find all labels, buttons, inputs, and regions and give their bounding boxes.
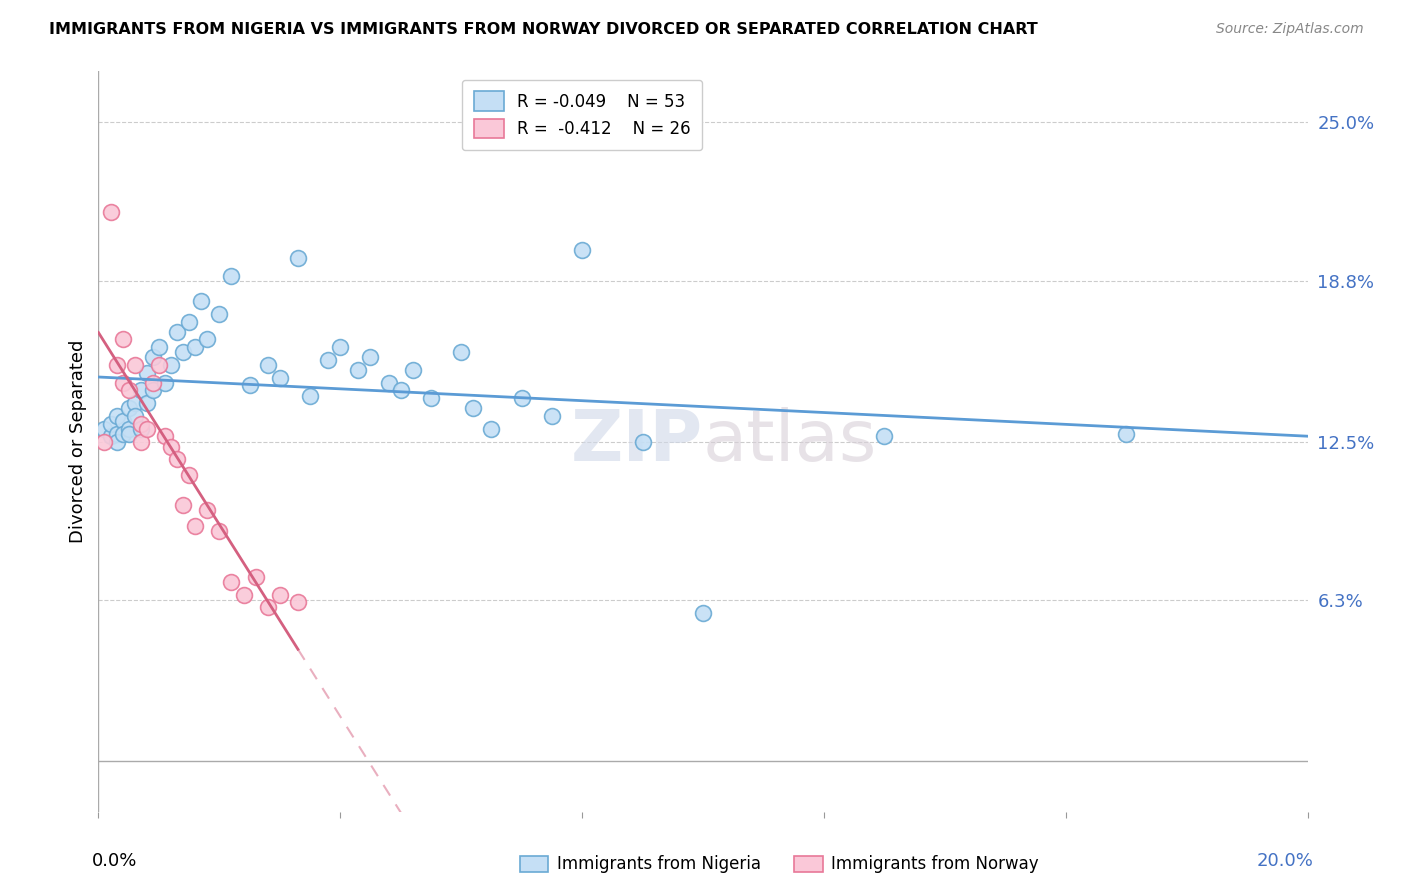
Point [239, 378, 262, 392]
Point [124, 358, 146, 372]
Point [571, 243, 593, 257]
Text: IMMIGRANTS FROM NIGERIA VS IMMIGRANTS FROM NORWAY DIVORCED OR SEPARATED CORRELAT: IMMIGRANTS FROM NIGERIA VS IMMIGRANTS FR… [49, 22, 1038, 37]
Point [463, 401, 485, 416]
Point [245, 570, 267, 584]
Point [172, 499, 194, 513]
Point [111, 333, 134, 347]
Text: Immigrants from Nigeria: Immigrants from Nigeria [557, 855, 761, 873]
Text: Immigrants from Norway: Immigrants from Norway [831, 855, 1039, 873]
Point [873, 429, 896, 443]
Point [184, 340, 207, 354]
Point [118, 422, 141, 436]
Point [142, 351, 165, 365]
Point [111, 426, 134, 441]
Point [166, 452, 188, 467]
Point [389, 384, 412, 398]
Point [148, 340, 170, 354]
Point [287, 251, 309, 265]
Point [118, 426, 141, 441]
Point [269, 370, 291, 384]
Text: ZIP: ZIP [571, 407, 703, 476]
Point [148, 358, 170, 372]
Point [402, 363, 425, 377]
Point [190, 294, 212, 309]
Point [450, 345, 472, 359]
Point [100, 417, 122, 431]
Point [269, 588, 291, 602]
Point [316, 352, 339, 367]
Point [118, 401, 141, 416]
Point [510, 391, 533, 405]
Point [256, 358, 278, 372]
Point [111, 414, 134, 428]
Point [142, 376, 165, 390]
Point [124, 409, 146, 423]
Text: Source: ZipAtlas.com: Source: ZipAtlas.com [1216, 22, 1364, 37]
Y-axis label: Divorced or Separated: Divorced or Separated [69, 340, 87, 543]
Point [135, 396, 157, 410]
Point [105, 434, 128, 449]
Point [93, 422, 115, 436]
Point [299, 388, 322, 402]
Point [160, 440, 183, 454]
Point [135, 422, 157, 436]
Legend: R = -0.049    N = 53, R =  -0.412    N = 26: R = -0.049 N = 53, R = -0.412 N = 26 [463, 79, 702, 150]
Point [111, 376, 134, 390]
Point [142, 384, 165, 398]
Text: 0.0%: 0.0% [93, 853, 138, 871]
Point [153, 429, 176, 443]
Point [221, 268, 243, 283]
Point [221, 574, 243, 589]
Point [129, 384, 152, 398]
Point [172, 345, 194, 359]
Point [118, 384, 141, 398]
Point [100, 204, 122, 219]
Point [153, 376, 176, 390]
Text: atlas: atlas [703, 407, 877, 476]
Point [124, 396, 146, 410]
Point [256, 600, 278, 615]
Point [105, 409, 128, 423]
Point [129, 434, 152, 449]
Point [540, 409, 562, 423]
Point [93, 434, 115, 449]
Point [184, 518, 207, 533]
Point [100, 429, 122, 443]
Point [631, 434, 654, 449]
Point [287, 595, 309, 609]
Point [481, 422, 503, 436]
Point [135, 366, 157, 380]
Point [329, 340, 352, 354]
Point [105, 358, 128, 372]
Point [160, 358, 183, 372]
Point [360, 351, 382, 365]
Point [179, 467, 201, 482]
Point [105, 426, 128, 441]
Point [208, 307, 231, 321]
Point [377, 376, 399, 390]
Point [208, 524, 231, 538]
Point [347, 363, 370, 377]
Point [166, 325, 188, 339]
Point [692, 606, 714, 620]
Point [232, 588, 254, 602]
Point [129, 422, 152, 436]
Point [195, 333, 218, 347]
Point [129, 417, 152, 431]
Point [420, 391, 443, 405]
Point [1115, 426, 1137, 441]
Point [179, 314, 201, 328]
Text: 20.0%: 20.0% [1257, 853, 1313, 871]
Point [195, 503, 218, 517]
